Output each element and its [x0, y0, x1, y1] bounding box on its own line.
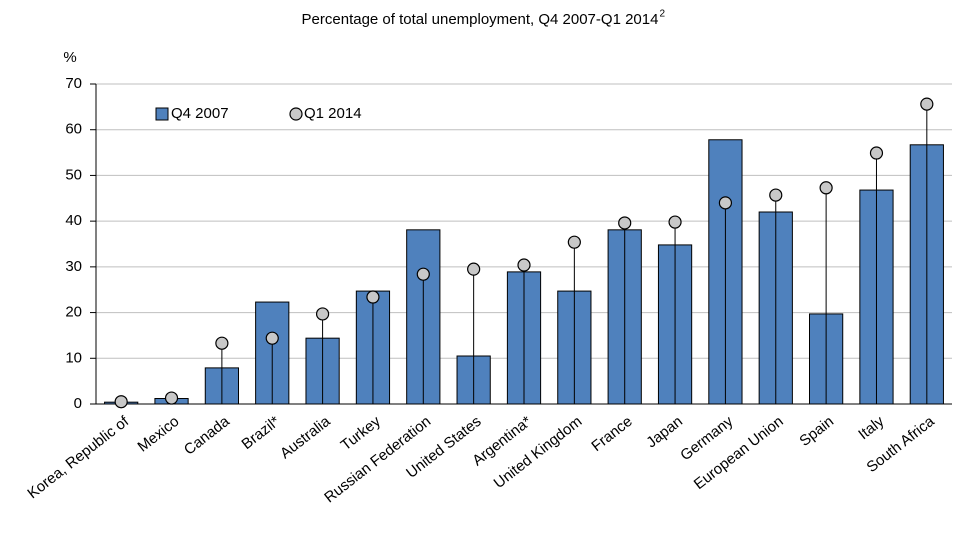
y-tick-label: 40	[65, 212, 82, 229]
y-tick-label: 50	[65, 166, 82, 183]
x-tick-label: Japan	[643, 413, 686, 452]
legend-swatch	[289, 107, 303, 121]
dot	[618, 216, 632, 230]
x-tick-label: France	[588, 413, 635, 455]
x-tick-label: Australia	[277, 412, 334, 462]
dot	[517, 258, 531, 272]
x-tick-label: Canada	[181, 412, 233, 458]
y-tick-label: 0	[74, 395, 82, 412]
dot	[416, 267, 430, 281]
x-tick-label: Italy	[855, 413, 888, 444]
legend-label: Q4 2007	[171, 105, 229, 122]
dot	[869, 146, 884, 160]
dot	[769, 188, 783, 202]
legend-label: Q1 2014	[304, 105, 362, 122]
dot	[718, 196, 733, 210]
x-tick-label: United Kingdom	[491, 413, 586, 492]
x-tick-label: Turkey	[338, 413, 385, 455]
dot	[315, 307, 330, 321]
dot	[920, 97, 934, 111]
dot	[366, 290, 380, 304]
dot	[467, 262, 481, 276]
dot	[215, 336, 229, 350]
dot	[164, 391, 179, 405]
dot	[114, 395, 128, 409]
legend-swatch	[155, 107, 169, 121]
y-tick-label: 10	[65, 349, 82, 366]
x-tick-label: Spain	[796, 413, 837, 450]
chart-title: Percentage of total unemployment, Q4 200…	[302, 11, 659, 28]
dot	[265, 331, 279, 345]
y-tick-label: 70	[65, 75, 82, 92]
y-tick-label: 60	[65, 121, 82, 138]
x-tick-label: European Union	[691, 413, 787, 493]
x-tick-label: Mexico	[135, 413, 183, 456]
x-tick-label: Brazil*	[239, 413, 284, 453]
dot	[567, 235, 581, 249]
title-note: 2	[659, 9, 665, 20]
y-tick-label: 30	[65, 258, 82, 275]
dot	[819, 181, 833, 195]
y-axis-label: %	[63, 49, 76, 66]
x-tick-label: Korea, Republic of	[24, 412, 132, 502]
y-tick-label: 20	[65, 304, 82, 321]
dot	[668, 215, 682, 229]
